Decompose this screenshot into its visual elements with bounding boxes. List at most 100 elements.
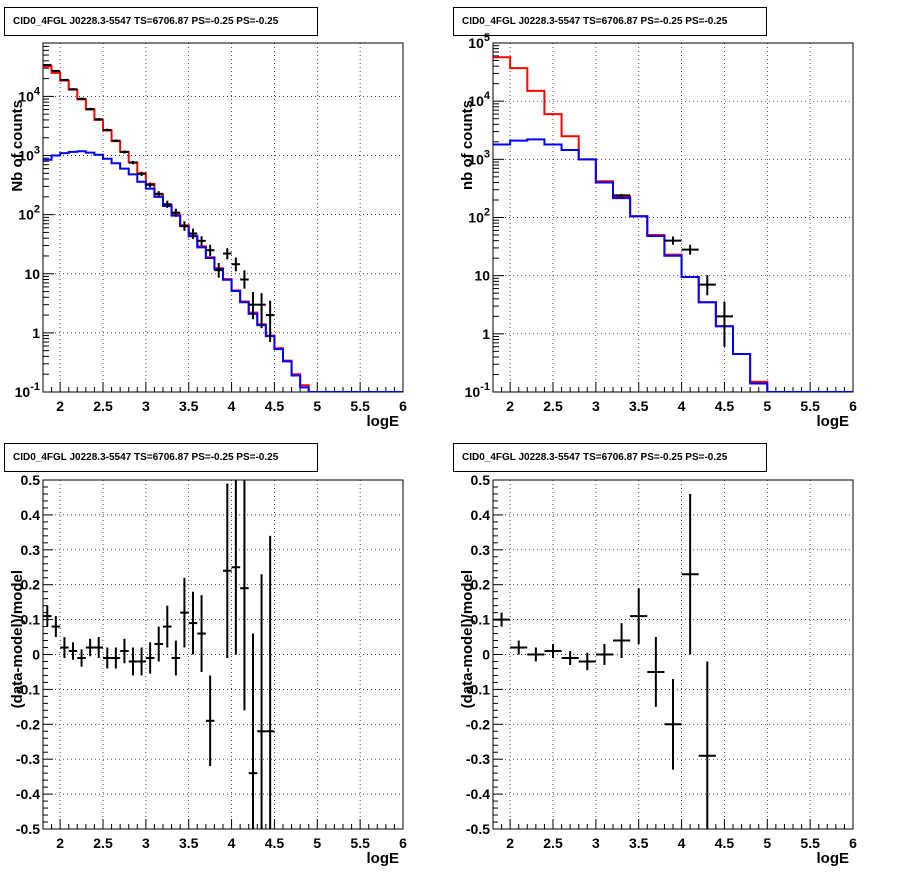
residual-point — [180, 577, 189, 648]
x-tick-label: 3 — [142, 835, 150, 851]
x-tick-label: 2 — [56, 835, 64, 851]
y-tick-label: 102 — [18, 204, 40, 223]
residual-point — [223, 483, 232, 658]
x-tick-label: 5 — [763, 398, 771, 414]
residual-point — [77, 649, 86, 667]
data-point — [257, 293, 266, 329]
residual-point — [68, 642, 78, 660]
data-point — [171, 208, 181, 217]
y-axis-title: (data-model)/model — [9, 570, 26, 708]
residual-point — [493, 612, 511, 627]
x-axis-title: logE — [817, 413, 850, 430]
x-tick-label: 4 — [678, 398, 686, 414]
data-point — [68, 88, 78, 91]
residual-point — [698, 661, 716, 829]
residual-point — [145, 642, 155, 674]
x-tick-label: 4 — [678, 835, 686, 851]
residual-point — [188, 591, 198, 655]
tick-base: 10 — [18, 207, 34, 223]
chart-title: CID0_4FGL J0228.3-5547 TS=6706.87 PS=-0.… — [13, 452, 279, 463]
residual-point — [94, 637, 103, 658]
x-tick-label: 4 — [228, 835, 236, 851]
residual-point — [527, 647, 545, 662]
y-tick-label: -0.2 — [466, 716, 490, 732]
y-tick-label: 0 — [482, 647, 490, 663]
residual-point — [664, 678, 682, 770]
data-point — [613, 193, 631, 198]
x-tick-label: 2 — [506, 398, 514, 414]
residual-point — [595, 644, 613, 665]
tick-base: 10 — [468, 35, 484, 51]
y-tick-label: 0.3 — [471, 542, 491, 558]
residual-point — [248, 633, 258, 829]
tick-exponent: 2 — [484, 207, 490, 219]
y-tick-label: 104 — [18, 85, 41, 104]
plot-area — [493, 56, 853, 392]
x-tick-label: 4.5 — [265, 398, 285, 414]
grid-lines — [493, 480, 853, 829]
x-tick-label: 2.5 — [543, 835, 563, 851]
data-point — [248, 292, 258, 320]
data-point — [265, 300, 275, 343]
x-tick-label: 5 — [313, 835, 321, 851]
plot-area — [43, 63, 403, 392]
data-point — [197, 236, 206, 246]
y-axis-ticks — [43, 479, 53, 830]
y-tick-label: 0.4 — [471, 507, 491, 523]
y-tick-label: -0.2 — [16, 716, 40, 732]
residual-point — [137, 647, 146, 676]
y-tick-label: 0.3 — [21, 542, 41, 558]
plot-frame — [42, 42, 404, 393]
data-point — [128, 160, 138, 165]
x-axis-ticks — [492, 382, 854, 392]
residual-point — [681, 493, 699, 655]
residual-point — [647, 637, 665, 707]
tick-base: 10 — [15, 384, 31, 400]
tick-exponent: 3 — [484, 148, 490, 160]
y-tick-label: 10-1 — [15, 381, 40, 400]
data-point — [240, 270, 249, 289]
y-tick-label: -0.5 — [16, 821, 40, 837]
residual-point — [578, 652, 596, 671]
y-tick-label: -0.5 — [466, 821, 490, 837]
x-tick-label: 5.5 — [350, 835, 370, 851]
chart-title: CID0_4FGL J0228.3-5547 TS=6706.87 PS=-0.… — [462, 452, 728, 463]
residual-point — [197, 595, 206, 672]
y-tick-label: -0.3 — [16, 751, 40, 767]
y-tick-label: -0.3 — [466, 751, 490, 767]
y-tick-label: 1 — [482, 326, 490, 342]
title-box — [4, 7, 318, 36]
x-tick-label: 6 — [399, 398, 407, 414]
residual-point — [103, 647, 112, 669]
data-point — [163, 200, 172, 208]
residual-point — [544, 644, 562, 658]
x-tick-label: 3 — [142, 398, 150, 414]
y-tick-label: 0.4 — [21, 507, 41, 523]
x-tick-label: 6 — [399, 835, 407, 851]
tick-base: 10 — [468, 93, 484, 109]
y-tick-label: 103 — [468, 148, 490, 167]
residual-point — [510, 640, 528, 655]
x-tick-label: 4.5 — [265, 835, 285, 851]
x-tick-label: 3 — [592, 835, 600, 851]
y-tick-label: 0.5 — [471, 472, 491, 488]
y-axis-title: nb of counts — [459, 100, 476, 190]
y-tick-label: 104 — [468, 90, 491, 109]
x-tick-label: 3.5 — [179, 835, 199, 851]
series-line-blue — [43, 150, 403, 392]
y-tick-label: 10 — [474, 268, 490, 284]
data-point — [180, 221, 189, 231]
x-tick-label: 6 — [849, 398, 857, 414]
data-point — [120, 150, 129, 154]
x-axis-title: logE — [367, 850, 400, 867]
tick-exponent: 3 — [34, 145, 40, 157]
tick-exponent: -1 — [30, 381, 40, 393]
residual-point — [51, 616, 61, 638]
tick-base: 10 — [18, 88, 34, 104]
data-point — [77, 97, 86, 100]
data-point — [698, 275, 716, 296]
x-tick-label: 5.5 — [800, 398, 820, 414]
data-point — [715, 301, 733, 347]
data-point — [60, 78, 69, 81]
